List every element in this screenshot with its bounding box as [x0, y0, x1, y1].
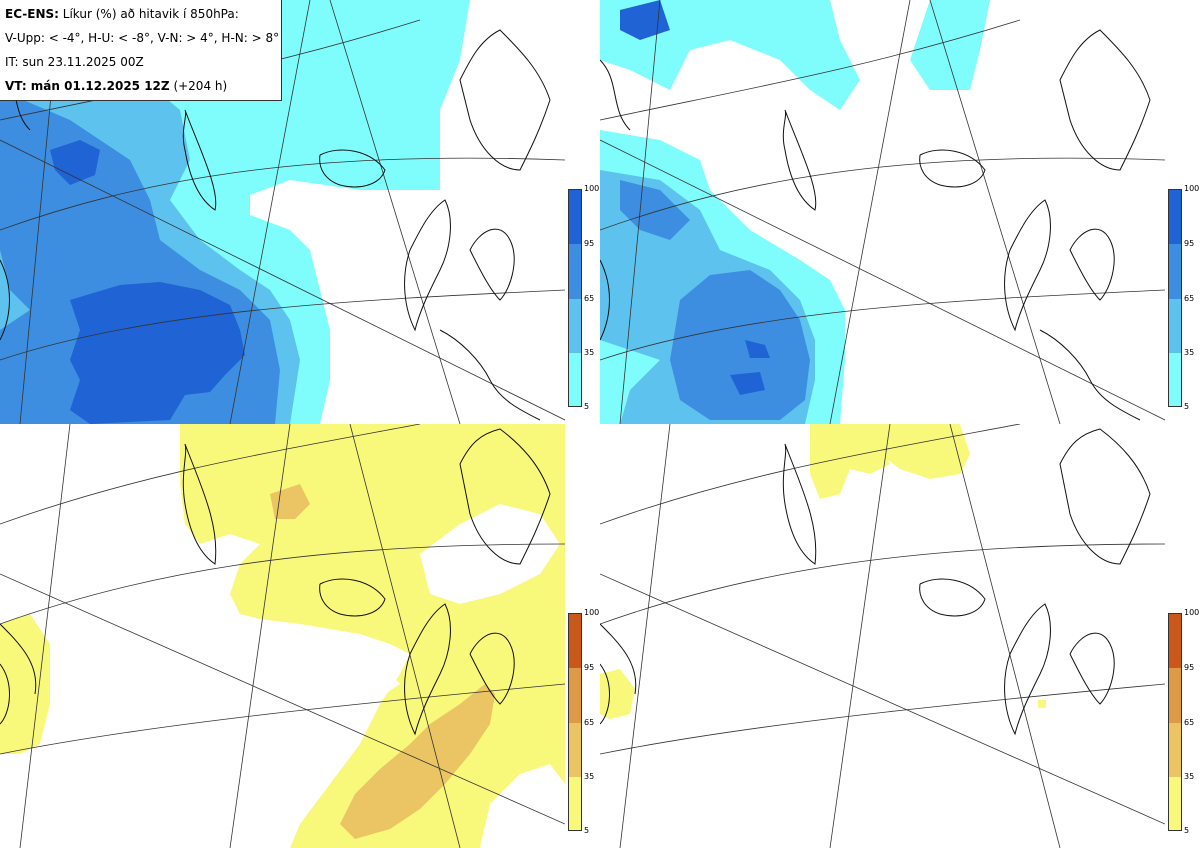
prob-5-35-region-small: [855, 429, 880, 469]
tick-100: 100: [584, 608, 600, 617]
tick-95: 95: [584, 239, 595, 248]
colorbar-seg-95-100: [1168, 189, 1182, 244]
prob-65-95-greenland: [620, 180, 690, 240]
prob-5-35-region-north-2: [860, 424, 970, 479]
map-panel-bottom-left: [0, 424, 565, 848]
info-line-1: EC-ENS: Líkur (%) að hitavik í 850hPa:: [5, 4, 276, 28]
colorbar-seg-95-100: [568, 613, 582, 668]
colorbar-seg-5-35: [1168, 777, 1182, 831]
tick-5: 5: [1184, 402, 1190, 411]
colorbar-seg-35-65: [568, 723, 582, 777]
colorbar-bottom-right: 100 95 65 35 5: [1168, 609, 1199, 835]
tick-100: 100: [1184, 608, 1200, 617]
tick-5: 5: [584, 826, 590, 835]
prob-5-35-region-north: [440, 0, 470, 190]
colorbar-seg-65-95: [1168, 668, 1182, 723]
colorbar-frame: [1168, 613, 1182, 831]
tick-65: 65: [1184, 718, 1195, 727]
colorbar-top-left: 100 95 65 35 5: [568, 185, 599, 411]
no-data-gap-3: [480, 764, 565, 848]
tick-35: 35: [1184, 772, 1195, 781]
colorbar-seg-5-35: [568, 353, 582, 407]
tick-95: 95: [1184, 239, 1195, 248]
colorbar-seg-5-35: [568, 777, 582, 831]
no-data-gap-1: [420, 504, 560, 604]
info-line-4: VT: mán 01.12.2025 12Z (+204 h): [5, 76, 276, 100]
lead-time: (+204 h): [173, 79, 228, 93]
tick-35: 35: [1184, 348, 1195, 357]
prob-5-35-region-ne: [910, 0, 990, 90]
coastlines: [600, 428, 1151, 736]
no-data-gap-2: [290, 664, 400, 764]
tick-95: 95: [1184, 663, 1195, 672]
prob-95-100-region: [70, 282, 245, 424]
map-panel-top-right: [600, 0, 1165, 424]
colorbar-seg-35-65: [1168, 723, 1182, 777]
colorbar-seg-65-95: [1168, 244, 1182, 299]
colorbar-frame: [1168, 189, 1182, 407]
coastlines: [0, 428, 551, 736]
model-name: EC-ENS:: [5, 7, 59, 21]
probability-map-cold-lt-minus4: [0, 0, 565, 424]
tick-100: 100: [584, 184, 600, 193]
tick-95: 95: [584, 663, 595, 672]
prob-35-65-region: [340, 684, 495, 839]
colorbar-seg-95-100: [1168, 613, 1182, 668]
tick-5: 5: [1184, 826, 1190, 835]
product-description: Líkur (%) að hitavik í 850hPa:: [62, 7, 239, 21]
valid-time: VT: mán 01.12.2025 12Z: [5, 79, 170, 93]
map-panel-top-left: EC-ENS: Líkur (%) að hitavik í 850hPa: V…: [0, 0, 565, 424]
prob-95-100-greenland: [50, 140, 100, 185]
tick-35: 35: [584, 772, 595, 781]
probability-map-warm-gt-4: [0, 424, 565, 848]
tick-65: 65: [584, 294, 595, 303]
colorbar-seg-35-65: [1168, 299, 1182, 353]
prob-5-35-region-west: [0, 614, 50, 754]
tick-5: 5: [584, 402, 590, 411]
probability-map-cold-lt-minus8: [600, 0, 1165, 424]
colorbar-seg-5-35: [1168, 353, 1182, 407]
forecast-info-box: EC-ENS: Líkur (%) að hitavik í 850hPa: V…: [0, 0, 282, 101]
tick-35: 35: [584, 348, 595, 357]
graticule: [600, 0, 1165, 424]
colorbar-frame: [568, 613, 582, 831]
graticule: [600, 424, 1165, 848]
graticule: [0, 424, 565, 848]
prob-5-35-region-dot: [1038, 700, 1046, 708]
tick-65: 65: [584, 718, 595, 727]
info-line-3: IT: sun 23.11.2025 00Z: [5, 55, 144, 69]
map-panel-bottom-right: [600, 424, 1165, 848]
info-line-2: V-Upp: < -4°, H-U: < -8°, V-N: > 4°, H-N…: [5, 31, 280, 45]
prob-65-95-region: [670, 270, 810, 420]
colorbar-seg-65-95: [568, 244, 582, 299]
colorbar-top-right: 100 95 65 35 5: [1168, 185, 1199, 411]
probability-map-warm-gt-8: [600, 424, 1165, 848]
tick-65: 65: [1184, 294, 1195, 303]
tick-100: 100: [1184, 184, 1200, 193]
coastlines: [600, 29, 1151, 421]
colorbar-seg-65-95: [568, 668, 582, 723]
prob-5-35-region-west: [600, 669, 635, 719]
colorbar-bottom-left: 100 95 65 35 5: [568, 609, 599, 835]
colorbar-seg-35-65: [568, 299, 582, 353]
colorbar-frame: [568, 189, 582, 407]
colorbar-seg-95-100: [568, 189, 582, 244]
prob-95-100-region: [730, 340, 770, 395]
